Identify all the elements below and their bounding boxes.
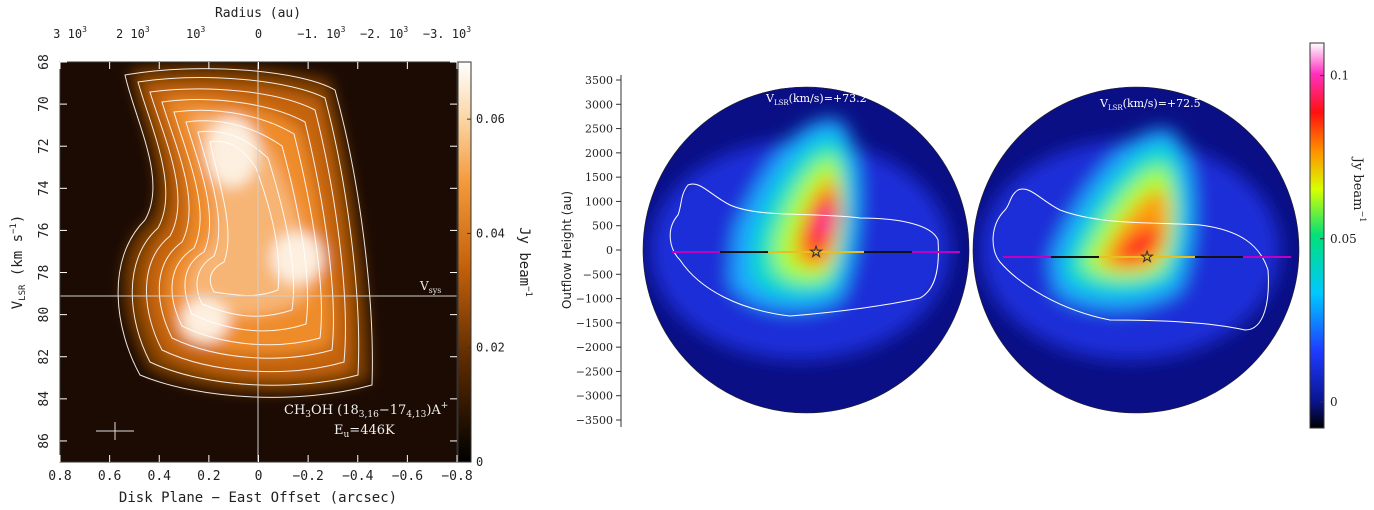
top-tick-label: 0 [255,27,262,41]
pv-ticks: 0.8 0.6 0.4 0.2 0 −0.2 −0.4 −0.6 −0.8 68 70 72 74 76 7… [37,25,473,484]
colorbar-tick-label: 0 [476,455,483,469]
colorbar-tick-label: 0.04 [476,226,505,240]
outflow-y-ticks: 3500 3000 2500 2000 1500 1000 500 0 −500 −1000 −15… [576,74,621,427]
top-tick-label: −3. 103 [423,25,471,41]
x-axis-title: Disk Plane − East Offset (arcsec) [119,490,397,506]
colorbar-tick-label: 0.1 [1330,69,1349,83]
top-tick-label: 103 [186,25,205,41]
pv-colorbar [457,61,472,463]
beam-cross [96,422,134,440]
panel-1-velocity-label: VLSR(km/s)=+73.2 [765,92,867,107]
y-tick-label: 68 [37,54,52,70]
y-tick-label: 2000 [585,147,613,160]
y-tick-label: 0 [606,244,613,257]
outflow-maps: 3500 3000 2500 2000 1500 1000 500 0 −500 −1000 −15… [560,42,1367,429]
x-tick-label: −0.4 [342,469,373,484]
y-tick-label: 86 [37,433,52,449]
y-tick-label: −1000 [576,293,613,306]
y-tick-label: −1500 [576,317,613,330]
x-tick-label: −0.6 [392,469,423,484]
y-tick-label: 78 [37,265,52,281]
outflow-y-title: Outflow Height (au) [560,191,574,309]
y-tick-label: 2500 [585,123,613,136]
pv-colorbar-ticks: 0 0.02 0.04 0.06 [467,112,505,469]
energy-label: Eu=446K [334,423,395,440]
colorbar-tick-label: 0.02 [476,341,505,355]
outflow-panel-1: ☆ VLSR(km/s)=+73.2 [642,86,970,414]
y-tick-label: −3500 [576,414,613,427]
colorbar-tick-label: 0.05 [1330,232,1357,246]
y-tick-label: 1000 [585,195,613,208]
top-tick-label: 2 103 [116,25,150,41]
star-icon: ☆ [1140,247,1154,266]
y-tick-label: 84 [37,391,52,407]
outflow-contour [669,183,939,317]
x-tick-label: 0 [255,469,263,484]
star-icon: ☆ [809,242,823,261]
pv-contours [117,68,373,398]
top-tick-label: −1. 103 [297,25,345,41]
x-tick-label: −0.2 [292,469,323,484]
colorbar-tick-label: 0.06 [476,112,505,126]
top-tick-label: −2. 103 [360,25,408,41]
vsys-label: Vsys [419,279,441,295]
y-tick-label: −3000 [576,390,613,403]
x-tick-label: 0.6 [98,469,121,484]
x-tick-label: 0.4 [148,469,172,484]
y-tick-label: −2500 [576,365,613,378]
y-tick-label: 76 [37,223,52,239]
y-tick-label: 74 [37,180,52,196]
pv-colorbar-title: Jy beam−1 [516,227,533,297]
y-tick-label: 70 [37,96,52,112]
y-tick-label: −2000 [576,341,613,354]
top-axis-title: Radius (au) [215,6,301,21]
y-tick-label: 80 [37,307,52,323]
top-tick-label: 3 103 [53,25,87,41]
pv-heatmap [60,62,457,462]
outflow-panel-2: ☆ VLSR(km/s)=+72.5 [972,86,1300,414]
y-tick-label: 500 [592,220,613,233]
outflow-colorbar-title: Jy beam−1 [1350,156,1367,223]
panel-2-velocity-label: VLSR(km/s)=+72.5 [1099,97,1201,112]
y-tick-label: 1500 [585,171,613,184]
molecule-label: CH3OH (183,16−174,13)A+ [284,401,448,420]
colorbar-tick-label: 0 [1330,395,1338,409]
x-tick-label: 0.8 [48,469,71,484]
y-tick-label: 3000 [585,98,613,111]
y-axis-title: VLSR (km s−1) [9,215,28,310]
y-tick-label: 72 [37,138,52,154]
y-tick-label: −500 [583,268,613,281]
pv-diagram: 0.8 0.6 0.4 0.2 0 −0.2 −0.4 −0.6 −0.8 68 70 72 74 76 7… [9,6,533,506]
x-tick-label: 0.2 [197,469,220,484]
outflow-contour [992,188,1269,331]
outflow-colorbar [1309,42,1325,429]
y-tick-label: 3500 [585,74,613,87]
x-tick-label: −0.8 [441,469,472,484]
outflow-colorbar-ticks: 0.1 0.05 0 [1320,69,1357,409]
y-tick-label: 82 [37,349,52,365]
